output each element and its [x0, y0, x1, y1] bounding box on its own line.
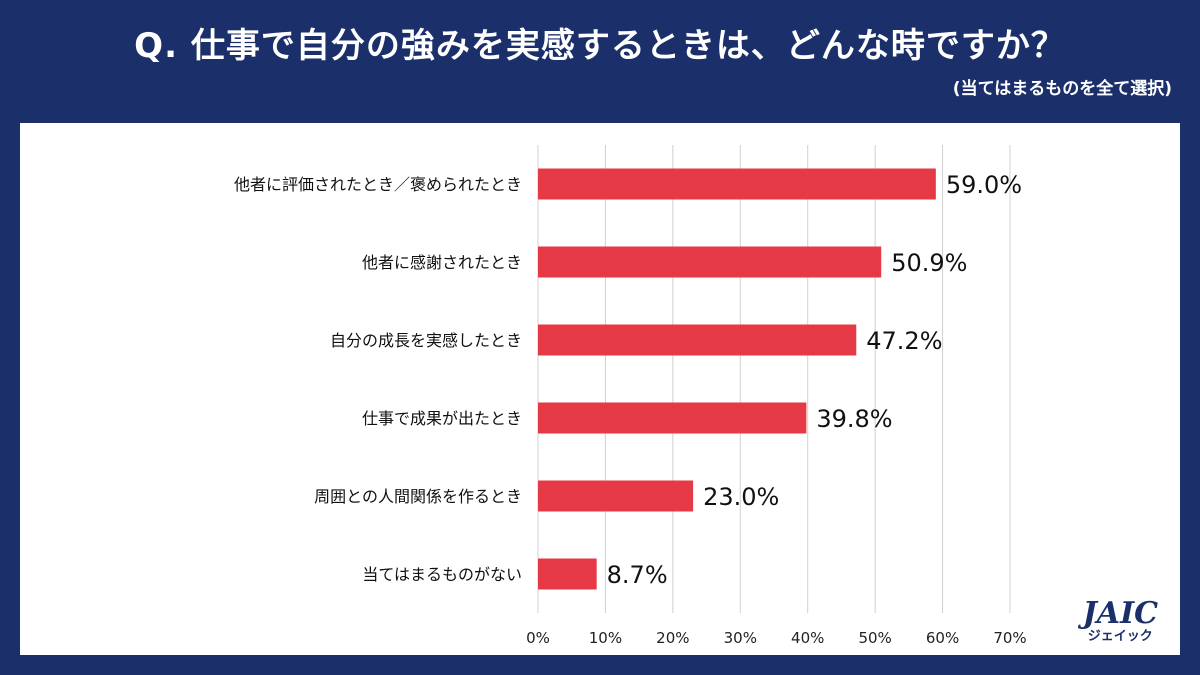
bar — [538, 324, 857, 356]
bar-chart: 0% 10% 20% 30% 40% 50% 60% 70% 他者に評価されたとき／褒められたと… — [234, 145, 1027, 647]
x-tick-label: 40% — [791, 629, 824, 647]
category-label: 自分の成長を実感したとき — [330, 331, 522, 350]
x-tick-label: 10% — [589, 629, 622, 647]
value-label: 50.9% — [891, 249, 967, 277]
x-tick-label: 30% — [724, 629, 757, 647]
bar — [538, 558, 597, 590]
jaic-logo: JAIC ジェイック — [1083, 599, 1158, 645]
x-tick-label: 0% — [526, 629, 550, 647]
chart-panel: 0% 10% 20% 30% 40% 50% 60% 70% 他者に評価されたとき／褒められたと… — [20, 123, 1180, 655]
bar — [538, 246, 882, 278]
bar — [538, 168, 936, 200]
value-label: 47.2% — [866, 327, 942, 355]
category-label: 仕事で成果が出たとき — [362, 409, 522, 428]
chart-subtitle: (当てはまるものを全て選択) — [952, 79, 1172, 99]
logo-main-text: JAIC — [1082, 596, 1158, 631]
x-tick-label: 70% — [993, 629, 1026, 647]
value-label: 8.7% — [607, 561, 668, 589]
x-tick-label: 60% — [926, 629, 959, 647]
value-label: 39.8% — [816, 405, 892, 433]
logo-sub-text: ジェイック — [1087, 629, 1153, 644]
category-label: 他者に感謝されたとき — [362, 253, 522, 272]
bar — [538, 480, 694, 512]
value-label: 59.0% — [946, 171, 1022, 199]
chart-title: Q. 仕事で自分の強みを実感するときは、どんな時ですか？ — [134, 26, 1066, 66]
value-label: 23.0% — [703, 483, 779, 511]
bar — [538, 402, 807, 434]
x-tick-label: 50% — [858, 629, 891, 647]
category-label: 当てはまるものがない — [362, 565, 522, 584]
category-label: 周囲との人間関係を作るとき — [314, 487, 522, 506]
category-label: 他者に評価されたとき／褒められたとき — [234, 175, 522, 194]
x-tick-label: 20% — [656, 629, 689, 647]
